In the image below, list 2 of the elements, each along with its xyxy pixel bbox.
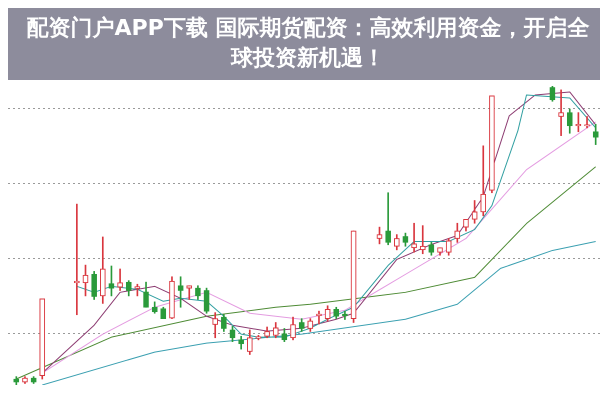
chart-title: 配资门户APP下载 国际期货配资：高效利用资金，开启全球投资新机遇！: [8, 8, 600, 80]
candlestick: [108, 266, 114, 296]
